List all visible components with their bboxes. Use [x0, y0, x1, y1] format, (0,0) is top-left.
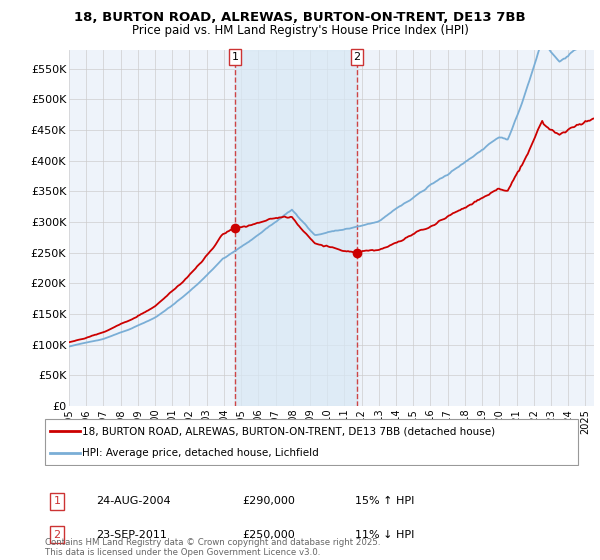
- Text: HPI: Average price, detached house, Lichfield: HPI: Average price, detached house, Lich…: [83, 448, 319, 458]
- Text: 1: 1: [53, 496, 61, 506]
- Text: 18, BURTON ROAD, ALREWAS, BURTON-ON-TRENT, DE13 7BB: 18, BURTON ROAD, ALREWAS, BURTON-ON-TREN…: [74, 11, 526, 24]
- Text: £250,000: £250,000: [242, 530, 295, 540]
- Text: Price paid vs. HM Land Registry's House Price Index (HPI): Price paid vs. HM Land Registry's House …: [131, 24, 469, 36]
- Text: 15% ↑ HPI: 15% ↑ HPI: [355, 496, 415, 506]
- Text: 18, BURTON ROAD, ALREWAS, BURTON-ON-TRENT, DE13 7BB (detached house): 18, BURTON ROAD, ALREWAS, BURTON-ON-TREN…: [83, 426, 496, 436]
- FancyBboxPatch shape: [45, 419, 578, 465]
- Text: 11% ↓ HPI: 11% ↓ HPI: [355, 530, 415, 540]
- Bar: [235, 50, 357, 406]
- Text: 2: 2: [53, 530, 61, 540]
- Text: 1: 1: [232, 52, 239, 62]
- Text: £290,000: £290,000: [242, 496, 295, 506]
- Text: Contains HM Land Registry data © Crown copyright and database right 2025.
This d: Contains HM Land Registry data © Crown c…: [45, 538, 380, 557]
- Text: 24-AUG-2004: 24-AUG-2004: [96, 496, 170, 506]
- Text: 2: 2: [353, 52, 361, 62]
- Text: 23-SEP-2011: 23-SEP-2011: [96, 530, 167, 540]
